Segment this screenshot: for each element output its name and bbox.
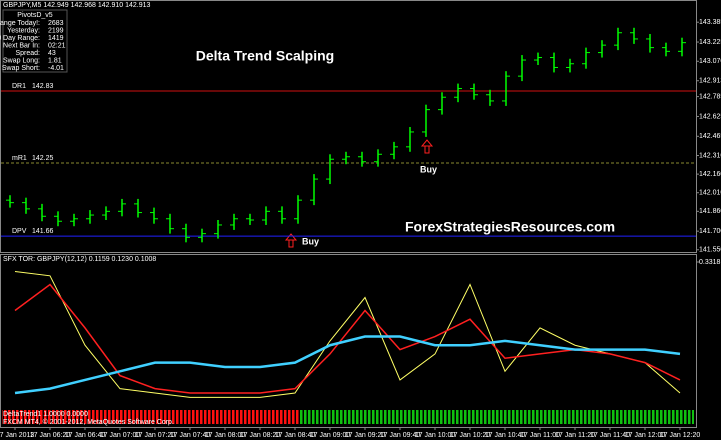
indicator-line [14,283,681,394]
x-tick-label: 17 Jan 11:00 [520,432,560,439]
y-tick-label: 143.070 [699,58,721,65]
copyright: FXCM MT4, © 2001-2012, MetaQuotes Softwa… [3,418,174,426]
x-tick-label: 17 Jan 08:40 [275,432,316,439]
info-label: Swap Long: [3,57,40,64]
info-title: PivotsD_v5 [17,12,53,19]
y-tick-label: 142.010 [699,190,721,197]
x-tick-label: 17 Jan 12:20 [660,432,701,439]
level-value: 142.83 [32,83,54,90]
info-label: Range Today!: [0,20,40,27]
x-tick-label: 17 Jan 10:40 [485,432,526,439]
y-tick-label: 141.860 [699,208,721,215]
y-tick-label: 142.913 [699,78,721,85]
indicator-line [14,270,681,398]
info-value: 1419 [48,35,64,42]
x-tick-label: 17 Jan 09:40 [380,432,421,439]
info-label: Next Bar In: [3,42,40,49]
x-tick-label: 17 Jan 08:20 [240,432,281,439]
indicator-title: SFX TOR: GBPJPY(12,12) 0.1159 0.1230 0.1… [3,256,156,263]
chart-title: Delta Trend Scalping [196,48,334,64]
trend-strip-green [300,410,694,424]
x-tick-label: 17 Jan 07:40 [170,432,211,439]
x-tick-label: 17 Jan 10:20 [450,432,491,439]
x-tick-label: 17 Jan 09:00 [310,432,351,439]
y-tick-label: 142.625 [699,113,721,120]
x-tick-label: 17 Jan 06:20 [30,432,71,439]
symbol-header: GBPJPY,M5 142.949 142.968 142.910 142.91… [3,2,150,9]
info-label: Swap Short: [2,65,40,72]
indicator-line [14,335,681,395]
info-value: 1.81 [48,57,62,64]
x-tick-label: 17 Jan 09:20 [345,432,386,439]
x-tick-label: 17 Jan 11:40 [590,432,630,439]
y-tick-label: 142.785 [699,93,721,100]
info-value: 43 [48,50,56,57]
x-tick-label: 17 Jan 11:20 [555,432,595,439]
level-value: 141.66 [32,228,54,235]
y-tick-label: 141.550 [699,247,721,254]
y-tick-label: 143.385 [699,19,721,26]
level-name: DPV [12,228,27,235]
watermark: ForexStrategiesResources.com [405,219,615,235]
x-tick-label: 17 Jan 07:00 [100,432,141,439]
info-value: -4.01 [48,65,64,72]
info-label: Yesterday: [7,27,40,34]
buy-arrow [284,233,298,248]
x-tick-label: 17 Jan 06:40 [65,432,106,439]
info-label: 30 Day Range: [0,35,40,42]
x-tick-label: 17 Jan 08:00 [205,432,246,439]
buy-label: Buy [420,164,437,174]
info-box [2,9,68,73]
buy-arrow [420,139,434,154]
level-value: 142.25 [32,155,54,162]
y-tick-label: 142.310 [699,152,721,159]
y-tick-label: 141.700 [699,228,721,235]
indicator-frame [0,254,697,428]
x-tick-label: 17 Jan 2013 [0,432,34,439]
x-tick-label: 17 Jan 10:00 [415,432,456,439]
x-tick-label: 17 Jan 12:00 [625,432,666,439]
y-tick-label: 0.3318 [699,259,721,266]
trend-strip-red [2,410,300,424]
info-value: 2683 [48,20,64,27]
info-value: 02:21 [48,42,66,49]
y-tick-label: 142.160 [699,171,721,178]
strip-label: DeltaTrend1 1.0000 0.0000 [3,411,88,418]
info-label: Spread: [15,50,40,57]
info-value: 2199 [48,27,64,34]
y-tick-label: 143.225 [699,39,721,46]
y-tick-label: 142.465 [699,133,721,140]
price-frame [0,0,697,253]
buy-label: Buy [302,236,319,246]
level-name: mR1 [12,155,27,162]
level-name: DR1 [12,83,26,90]
x-tick-label: 17 Jan 07:20 [135,432,176,439]
